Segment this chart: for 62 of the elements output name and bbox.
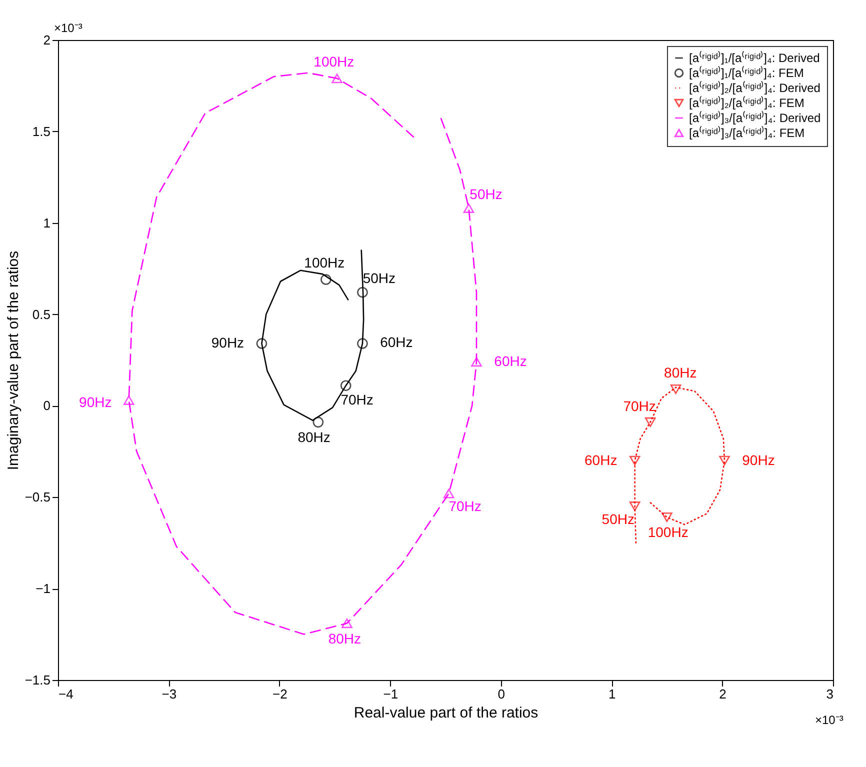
point [357, 286, 368, 298]
legend-label: [a⁽ʳⁱᵍⁱᵈ⁾]₃/[a⁽ʳⁱᵍⁱᵈ⁾]₄: FEM [689, 126, 805, 140]
point [312, 416, 324, 428]
point [719, 456, 730, 466]
point [123, 395, 134, 405]
point [629, 456, 640, 466]
y-tick-label: 1.5 [32, 124, 50, 139]
x-tick-label: 1 [608, 686, 616, 702]
annotation: 100Hz [304, 254, 345, 271]
y-tick-label: −1.5 [24, 672, 50, 688]
point [662, 512, 672, 522]
point [471, 357, 482, 367]
point [670, 384, 682, 394]
x-tick-label: −2 [272, 686, 288, 702]
x-tick-label: −1 [383, 686, 398, 702]
annotation: 100Hz [314, 53, 354, 70]
annotation: 80Hz [664, 364, 697, 380]
point [340, 380, 352, 391]
annotation: 70Hz [340, 391, 374, 408]
y-tick-label: −0.5 [24, 490, 50, 505]
annotation: 100Hz [648, 524, 688, 540]
annotation: 70Hz [623, 398, 656, 414]
x-tick-label: 0 [498, 686, 505, 702]
annotation: 80Hz [298, 429, 330, 446]
x-tick-label: 2 [719, 686, 726, 702]
point [357, 338, 368, 349]
x-tick-label: −4 [58, 686, 74, 702]
y-tick-label: 0.5 [32, 306, 50, 322]
y-tick-label: −1 [36, 581, 50, 596]
annotation: 60Hz [380, 334, 413, 350]
annotation: 50Hz [362, 270, 396, 286]
point [332, 74, 342, 84]
y-tick-label: 1 [43, 215, 50, 230]
annotation: 50Hz [602, 510, 634, 527]
legend-label: [a⁽ʳⁱᵍⁱᵈ⁾]₁/[a⁽ʳⁱᵍⁱᵈ⁾]₄: Derived [689, 51, 820, 65]
annotation: 90Hz [211, 334, 244, 350]
annotation: 60Hz [584, 452, 618, 468]
point [342, 618, 352, 628]
legend-label: [a⁽ʳⁱᵍⁱᵈ⁾]₃/[a⁽ʳⁱᵍⁱᵈ⁾]₄: Derived [689, 111, 821, 125]
annotation: 50Hz [470, 186, 502, 202]
legend-label: [a⁽ʳⁱᵍⁱᵈ⁾]₂/[a⁽ʳⁱᵍⁱᵈ⁾]₄: Derived [689, 81, 820, 95]
text: ×10⁻³ [54, 21, 82, 35]
annotation: 60Hz [494, 352, 527, 369]
y-tick-label: 2 [43, 32, 50, 48]
x-axis-title: Real-value part of the ratios [354, 704, 538, 722]
legend-label: [a⁽ʳⁱᵍⁱᵈ⁾]₁/[a⁽ʳⁱᵍⁱᵈ⁾]₄: FEM [689, 66, 804, 80]
point [443, 488, 454, 498]
x-tick-label: −3 [162, 686, 177, 702]
legend-label: [a⁽ʳⁱᵍⁱᵈ⁾]₂/[a⁽ʳⁱᵍⁱᵈ⁾]₄: FEM [689, 96, 804, 110]
point [320, 274, 332, 285]
text: ×10⁻³ [815, 713, 844, 727]
x-tick-label: 3 [826, 686, 834, 702]
annotation: 90Hz [79, 394, 112, 410]
point [256, 338, 268, 349]
annotation: 80Hz [328, 630, 362, 646]
y-axis-title: Imaginary-value part of the ratios [4, 250, 22, 470]
point [644, 417, 656, 427]
annotation: 70Hz [448, 498, 482, 514]
point [463, 203, 474, 213]
point [629, 502, 640, 512]
annotation: 90Hz [742, 452, 775, 468]
y-tick-label: 0 [43, 398, 50, 414]
